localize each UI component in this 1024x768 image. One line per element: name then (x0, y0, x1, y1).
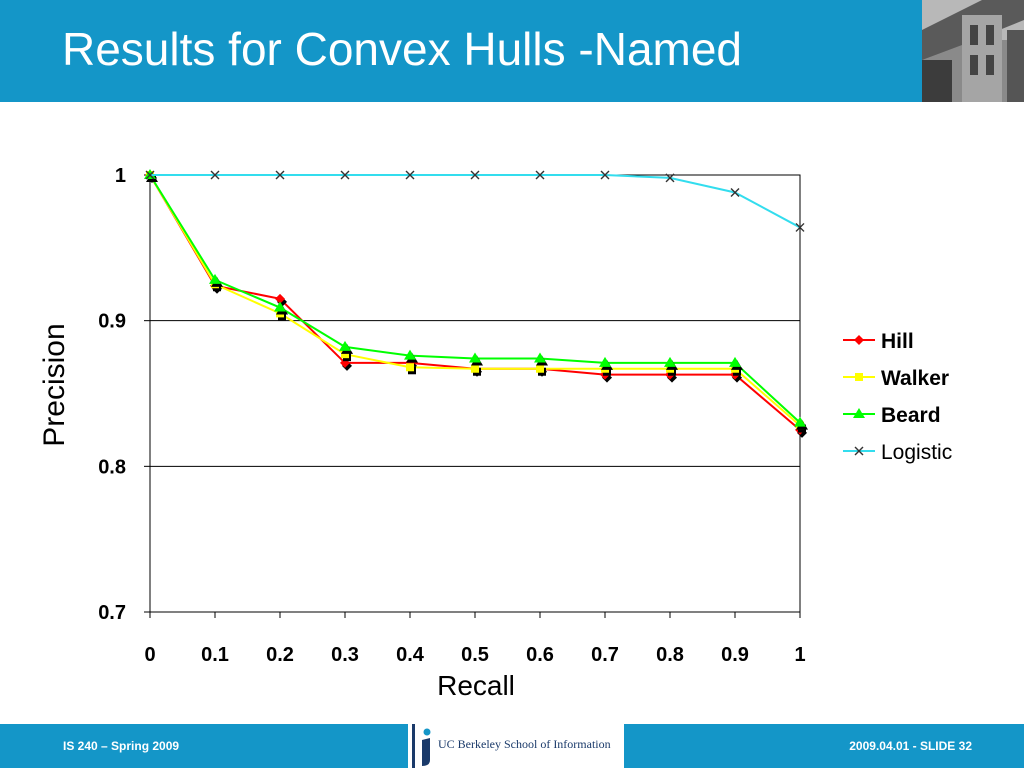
legend-label: Logistic (881, 441, 952, 464)
data-point (794, 416, 808, 430)
x-tick-label: 0.2 (266, 644, 294, 666)
legend-marker (855, 373, 863, 381)
x-tick-label: 0.3 (331, 644, 359, 666)
x-tick-label: 0 (144, 644, 155, 666)
data-point (275, 170, 285, 180)
header-photo (922, 0, 1024, 102)
footer-band-right (624, 724, 1024, 768)
data-point (209, 273, 223, 287)
series-walker (146, 171, 806, 433)
data-point (339, 340, 353, 354)
data-point (406, 363, 416, 375)
y-tick-label: 0.8 (98, 456, 126, 478)
series-beard (144, 169, 808, 430)
y-tick-label: 0.9 (98, 311, 126, 333)
series-logistic (145, 170, 805, 232)
footer-band-left (0, 724, 408, 768)
y-axis-label: Precision (38, 323, 71, 446)
data-point (534, 352, 548, 366)
legend: Hill Walker Beard Logistic (843, 330, 952, 464)
data-point (470, 170, 480, 180)
legend-item-hill: Hill (843, 330, 914, 353)
legend-marker (853, 408, 865, 418)
legend-marker (854, 335, 864, 345)
x-tick-label: 0.9 (721, 644, 749, 666)
x-tick-label: 0.7 (591, 644, 619, 666)
series-line-walker (149, 174, 801, 427)
x-tick-label: 0.1 (201, 644, 229, 666)
series-hill (145, 170, 807, 438)
data-point (665, 173, 675, 183)
data-point (795, 222, 805, 232)
legend-label: Hill (881, 330, 914, 353)
data-point (599, 356, 613, 370)
building-photo-icon (922, 0, 1024, 102)
series-line-logistic (150, 174, 801, 229)
data-point (536, 364, 546, 376)
data-point (730, 187, 740, 197)
legend-item-beard: Beard (843, 404, 941, 427)
series-layer (144, 169, 808, 438)
y-tick-label: 0.7 (98, 602, 126, 624)
data-point (341, 350, 351, 362)
x-tick-label: 0.6 (526, 644, 554, 666)
data-point (210, 170, 220, 180)
x-tick-label: 0.4 (396, 644, 425, 666)
data-point (471, 364, 481, 376)
information-logo-icon (412, 724, 431, 768)
legend-marker (854, 446, 864, 456)
chart: 0 0.1 0.2 0.3 0.4 0.5 0.6 0.7 0.8 0.9 1 0.7 0.8 0.9 1… (38, 165, 952, 701)
x-tick-label: 1 (794, 644, 805, 666)
x-axis-ticks: 0 0.1 0.2 0.3 0.4 0.5 0.6 0.7 0.8 0.9 1 (144, 612, 806, 666)
legend-label: Beard (881, 404, 941, 427)
data-point (340, 170, 350, 180)
footer: IS 240 – Spring 2009 UC Berkeley School … (0, 724, 1024, 768)
x-axis-label: Recall (437, 670, 515, 701)
data-point (145, 170, 155, 180)
series-line-hill (149, 174, 801, 431)
y-axis-ticks: 0.7 0.8 0.9 1 (98, 165, 150, 624)
data-point (274, 301, 288, 315)
legend-item-walker: Walker (843, 367, 949, 390)
legend-item-logistic: Logistic (843, 441, 952, 464)
logo-text: UC Berkeley School of Information (438, 737, 611, 751)
ucb-logo: UC Berkeley School of Information (408, 724, 624, 768)
header-bar: Results for Convex Hulls -Named (0, 0, 922, 102)
data-point (469, 352, 483, 366)
x-tick-label: 0.8 (656, 644, 684, 666)
gridlines (150, 320, 800, 467)
slide-title: Results for Convex Hulls -Named (62, 23, 743, 75)
footer-course: IS 240 – Spring 2009 (63, 739, 180, 753)
x-tick-label: 0.5 (461, 644, 489, 666)
y-tick-label: 1 (115, 165, 126, 187)
data-point (405, 170, 415, 180)
legend-label: Walker (881, 367, 949, 390)
data-point (664, 356, 678, 370)
data-point (535, 170, 545, 180)
data-point (600, 170, 610, 180)
data-point (404, 349, 418, 363)
data-point (729, 356, 743, 370)
footer-slide-number: 2009.04.01 - SLIDE 32 (849, 739, 972, 753)
plot-frame (149, 174, 801, 613)
